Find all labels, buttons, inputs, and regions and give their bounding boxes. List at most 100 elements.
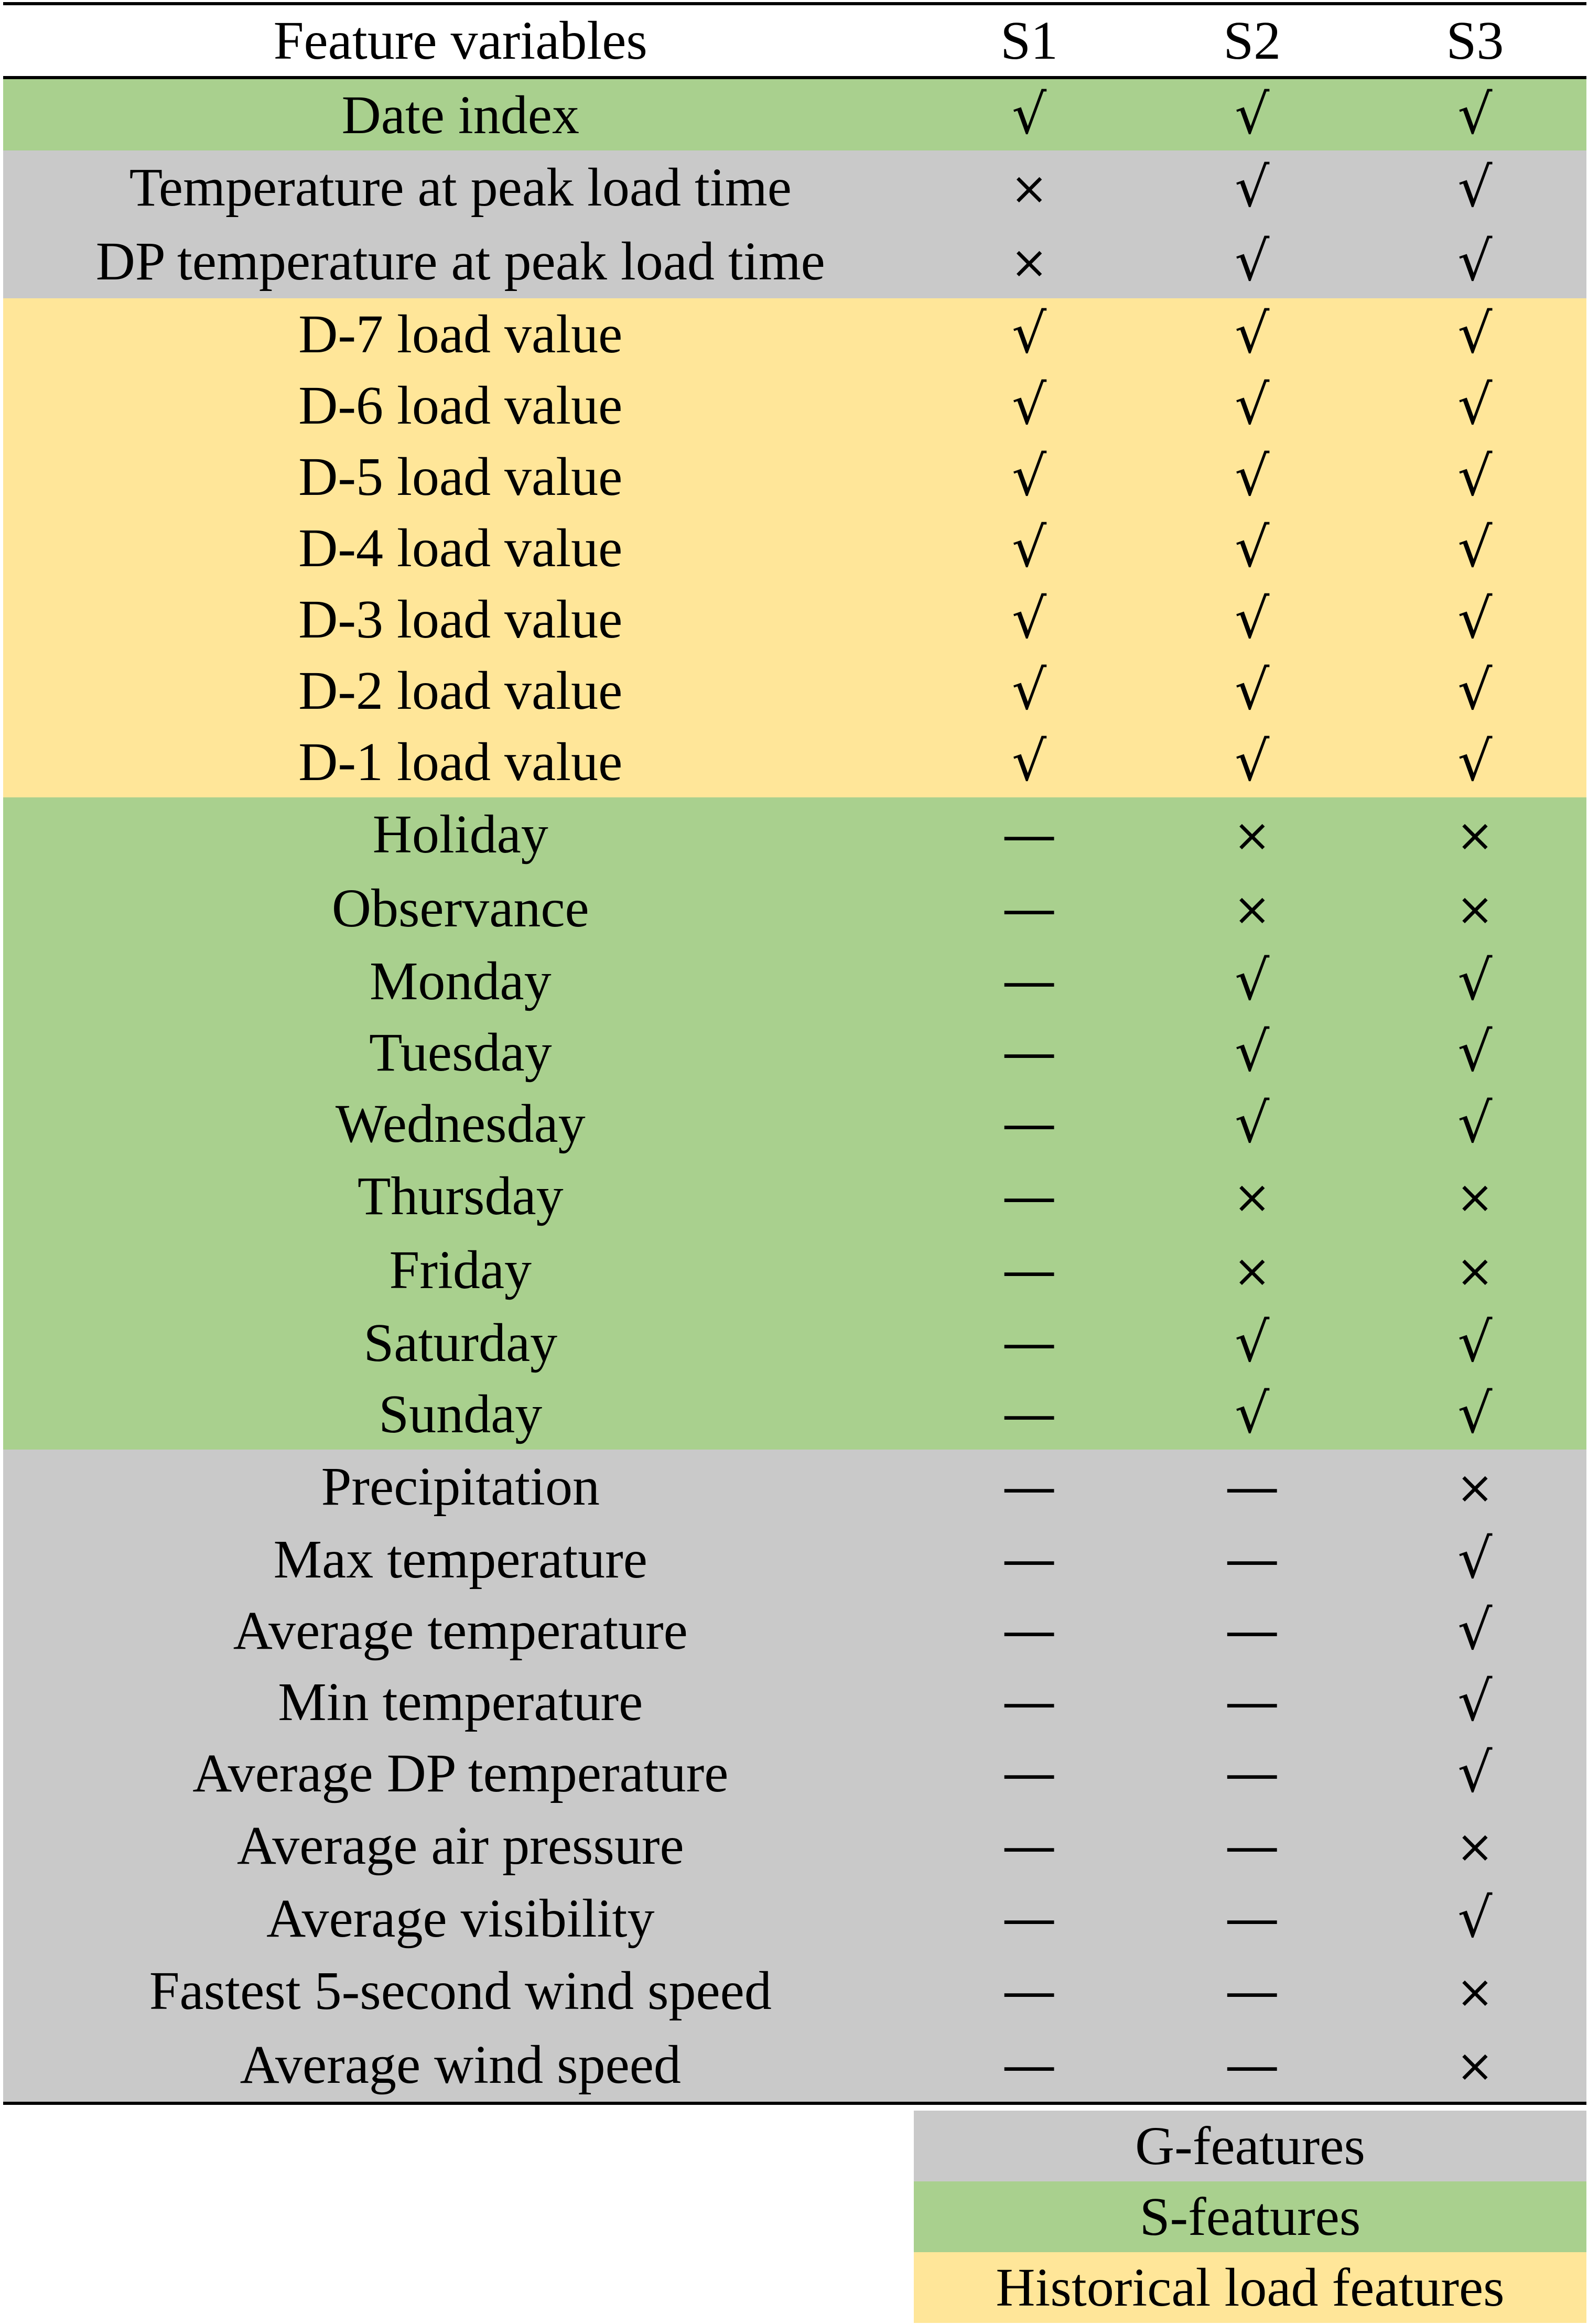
s2-mark-cell: √ xyxy=(1141,1017,1364,1088)
s2-mark-cell: × xyxy=(1141,871,1364,945)
s2-mark-cell: √ xyxy=(1141,1378,1364,1450)
legend-item: Historical load features xyxy=(914,2252,1586,2323)
table-row: Tuesday — √ √ xyxy=(3,1017,1586,1088)
feature-name-cell: Tuesday xyxy=(369,1022,552,1083)
dash-icon: — xyxy=(1225,1454,1280,1518)
check-mark-icon: √ xyxy=(1235,373,1270,437)
check-mark-icon: √ xyxy=(1457,82,1493,146)
table-row: D-4 load value √ √ √ xyxy=(3,512,1586,583)
check-mark-icon: √ xyxy=(1235,155,1270,219)
check-mark-icon: √ xyxy=(1011,729,1047,793)
check-mark-icon: √ xyxy=(1457,658,1493,722)
s3-mark-cell: √ xyxy=(1364,655,1586,726)
dash-icon: — xyxy=(1002,1454,1057,1518)
cross-mark-icon: × xyxy=(1456,809,1494,862)
s2-mark-cell: × xyxy=(1141,797,1364,871)
feature-name-cell: D-5 load value xyxy=(298,446,623,507)
check-mark-icon: √ xyxy=(1457,1020,1493,1084)
check-mark-icon: √ xyxy=(1011,301,1047,365)
check-mark-icon: √ xyxy=(1457,1091,1493,1155)
dash-icon: — xyxy=(1225,1886,1280,1950)
s3-mark-cell: √ xyxy=(1364,1378,1586,1450)
s3-mark-cell: × xyxy=(1364,871,1586,945)
cross-mark-icon: × xyxy=(1456,1821,1494,1873)
table-row: Min temperature — — √ xyxy=(3,1666,1586,1737)
s2-mark-cell: — xyxy=(1141,1595,1364,1666)
s3-mark-cell: × xyxy=(1364,1450,1586,1523)
table-row: Temperature at peak load time × √ √ xyxy=(3,150,1586,224)
check-mark-icon: √ xyxy=(1235,515,1270,579)
s3-mark-cell: √ xyxy=(1364,78,1586,150)
dash-icon: — xyxy=(1002,802,1057,866)
check-mark-icon: √ xyxy=(1457,729,1493,793)
dash-icon: — xyxy=(1002,875,1057,940)
check-mark-icon: √ xyxy=(1235,1091,1270,1155)
s3-mark-cell: √ xyxy=(1364,298,1586,370)
s3-mark-cell: √ xyxy=(1364,370,1586,441)
dash-icon: — xyxy=(1225,1669,1280,1733)
cross-mark-icon: × xyxy=(1456,1171,1494,1224)
s1-mark-cell: — xyxy=(918,1159,1141,1233)
s1-mark-cell: × xyxy=(918,150,1141,224)
check-mark-icon: √ xyxy=(1457,444,1493,508)
s2-mark-cell: √ xyxy=(1141,150,1364,224)
dash-icon: — xyxy=(1225,1527,1280,1591)
feature-name-cell: Precipitation xyxy=(321,1456,600,1517)
feature-name-cell: Holiday xyxy=(372,804,548,864)
check-mark-icon: √ xyxy=(1457,1310,1493,1374)
check-mark-icon: √ xyxy=(1235,301,1270,365)
check-mark-icon: √ xyxy=(1457,1886,1493,1950)
dash-icon: — xyxy=(1002,1669,1057,1733)
s2-mark-cell: — xyxy=(1141,1954,1364,2028)
dash-icon: — xyxy=(1002,1091,1057,1155)
check-mark-icon: √ xyxy=(1457,587,1493,651)
s1-mark-cell: — xyxy=(918,1233,1141,1307)
feature-name-cell: Temperature at peak load time xyxy=(129,157,792,218)
header-s2: S2 xyxy=(1140,4,1364,78)
table-row: Average temperature — — √ xyxy=(3,1595,1586,1666)
cross-mark-icon: × xyxy=(1456,2040,1494,2092)
check-mark-icon: √ xyxy=(1235,1381,1270,1445)
s3-mark-cell: √ xyxy=(1364,1017,1586,1088)
dash-icon: — xyxy=(1002,1237,1057,1302)
s1-mark-cell: √ xyxy=(918,512,1141,583)
s1-mark-cell: — xyxy=(918,1954,1141,2028)
feature-name-cell: Wednesday xyxy=(335,1093,586,1154)
cross-mark-icon: × xyxy=(1456,1245,1494,1298)
s2-mark-cell: — xyxy=(1141,1737,1364,1809)
feature-name-cell: Average temperature xyxy=(233,1600,688,1661)
s2-mark-cell: × xyxy=(1141,1159,1364,1233)
s3-mark-cell: √ xyxy=(1364,1666,1586,1737)
check-mark-icon: √ xyxy=(1457,1381,1493,1445)
s1-mark-cell: — xyxy=(918,1017,1141,1088)
dash-icon: — xyxy=(1002,948,1057,1012)
feature-name-cell: D-2 load value xyxy=(298,660,623,721)
table-row: Max temperature — — √ xyxy=(3,1523,1586,1595)
dash-icon: — xyxy=(1225,2032,1280,2096)
table-row: Average wind speed — — × xyxy=(3,2028,1586,2103)
s2-mark-cell: √ xyxy=(1141,945,1364,1017)
table-row: Average visibility — — √ xyxy=(3,1883,1586,1954)
s1-mark-cell: √ xyxy=(918,370,1141,441)
dash-icon: — xyxy=(1002,1381,1057,1445)
feature-name-cell: Date index xyxy=(341,84,579,145)
cross-mark-icon: × xyxy=(1233,809,1271,862)
table-row: DP temperature at peak load time × √ √ xyxy=(3,224,1586,298)
feature-name-cell: D-4 load value xyxy=(298,517,623,578)
s1-mark-cell: — xyxy=(918,1088,1141,1159)
s2-mark-cell: √ xyxy=(1141,224,1364,298)
check-mark-icon: √ xyxy=(1457,1669,1493,1733)
table-row: Average DP temperature — — √ xyxy=(3,1737,1586,1809)
s3-mark-cell: √ xyxy=(1364,441,1586,512)
color-legend: G-features S-features Historical load feat… xyxy=(914,2111,1586,2323)
table-row: Thursday — × × xyxy=(3,1159,1586,1233)
s3-mark-cell: √ xyxy=(1364,224,1586,298)
s1-mark-cell: — xyxy=(918,1450,1141,1523)
s1-mark-cell: — xyxy=(918,1595,1141,1666)
s2-mark-cell: × xyxy=(1141,1233,1364,1307)
dash-icon: — xyxy=(1225,1598,1280,1662)
s2-mark-cell: — xyxy=(1141,1809,1364,1883)
s3-mark-cell: √ xyxy=(1364,945,1586,1017)
s3-mark-cell: √ xyxy=(1364,1307,1586,1378)
